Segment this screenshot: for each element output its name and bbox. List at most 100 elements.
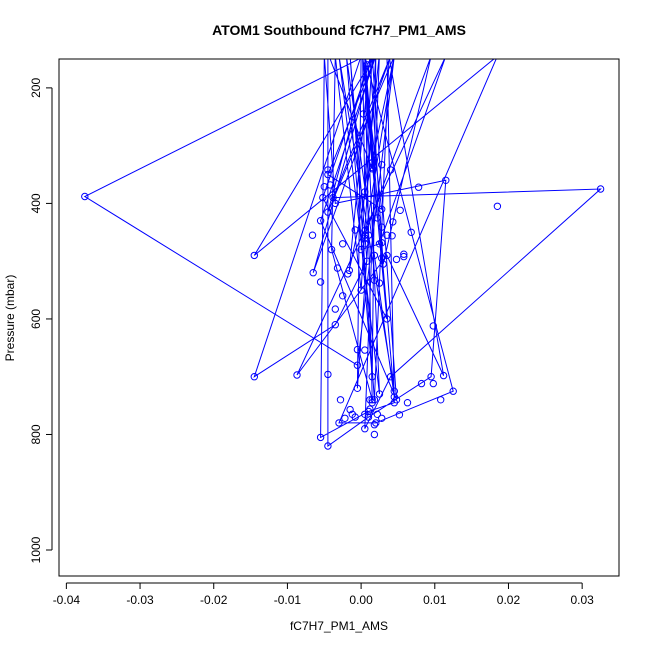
data-point xyxy=(361,188,369,196)
data-point xyxy=(378,161,386,169)
data-point xyxy=(368,163,376,172)
data-point xyxy=(346,405,354,414)
data-point xyxy=(370,251,379,260)
y-tick-label: 200 xyxy=(29,78,43,98)
y-tick-label: 400 xyxy=(29,193,43,213)
data-point xyxy=(335,419,343,427)
data-point xyxy=(339,292,347,300)
data-point xyxy=(366,405,374,413)
data-point xyxy=(361,425,369,433)
data-point xyxy=(339,240,347,248)
data-point xyxy=(403,399,412,407)
data-point xyxy=(345,266,353,275)
data-point xyxy=(361,410,369,418)
data-point xyxy=(331,305,339,313)
data-point xyxy=(316,278,325,286)
data-point xyxy=(370,421,379,429)
data-point xyxy=(308,231,317,239)
data-point xyxy=(324,442,332,450)
data-point xyxy=(293,371,301,379)
data-point xyxy=(378,254,386,262)
data-point xyxy=(361,240,369,248)
data-point xyxy=(400,250,408,258)
data-point xyxy=(386,166,395,174)
data-point xyxy=(378,239,386,247)
x-tick-label: 0.01 xyxy=(423,593,447,607)
data-point xyxy=(449,387,457,395)
data-point xyxy=(395,411,404,419)
data-point xyxy=(437,396,445,404)
data-point xyxy=(372,419,380,427)
data-point xyxy=(370,276,379,284)
y-axis-label: Pressure (mbar) xyxy=(3,275,17,362)
data-point xyxy=(493,202,502,211)
data-point xyxy=(359,110,367,118)
data-point xyxy=(417,379,426,388)
data-point xyxy=(341,414,349,422)
data-point xyxy=(324,370,332,379)
data-point xyxy=(429,379,437,388)
data-point xyxy=(351,413,359,421)
data-point xyxy=(324,166,332,174)
data-point xyxy=(414,183,423,191)
data-point xyxy=(373,214,381,222)
data-point xyxy=(378,223,386,231)
data-point xyxy=(429,322,437,330)
data-point xyxy=(439,371,448,380)
data-point xyxy=(324,170,332,179)
x-axis-label: fC7H7_PM1_AMS xyxy=(290,619,388,633)
data-point xyxy=(361,226,369,235)
data-point xyxy=(353,361,362,369)
data-point xyxy=(309,269,317,277)
data-point xyxy=(361,346,369,354)
data-point xyxy=(353,384,362,392)
data-point xyxy=(386,373,395,381)
x-tick-label: 0.03 xyxy=(570,593,594,607)
data-point xyxy=(368,396,376,404)
data-point xyxy=(363,257,371,265)
x-tick-label: -0.04 xyxy=(53,593,81,607)
data-point xyxy=(390,393,398,401)
data-point xyxy=(378,205,386,213)
data-point xyxy=(373,410,381,418)
data-point xyxy=(378,414,386,422)
data-point xyxy=(361,234,369,242)
data-point xyxy=(388,232,396,240)
plot-frame xyxy=(58,58,620,577)
x-tick-label: -0.01 xyxy=(274,593,302,607)
y-tick-label: 1000 xyxy=(29,536,43,563)
data-point xyxy=(320,183,328,191)
data-point xyxy=(81,192,89,201)
data-point xyxy=(250,251,259,260)
data-point xyxy=(316,217,325,225)
y-tick-label: 600 xyxy=(29,309,43,329)
data-point xyxy=(250,373,259,381)
data-point xyxy=(392,255,401,264)
data-point xyxy=(442,176,450,185)
data-point xyxy=(363,61,371,69)
data-point xyxy=(324,208,332,216)
data-point xyxy=(327,245,336,254)
data-point xyxy=(329,193,337,202)
data-point xyxy=(357,245,365,254)
data-point xyxy=(344,270,352,278)
data-point xyxy=(427,373,435,381)
data-point xyxy=(389,218,397,226)
data-point xyxy=(319,193,327,202)
x-tick-label: -0.02 xyxy=(200,593,228,607)
data-point xyxy=(357,286,365,294)
data-point xyxy=(396,206,404,215)
data-point xyxy=(370,430,379,439)
plot-area: -0.04 -0.03 -0.02 -0.01 0.00 0.01 0.02 0.03 200 4… xyxy=(29,58,620,607)
y-tick-label: 800 xyxy=(29,424,43,444)
x-tick-label: 0.02 xyxy=(497,593,521,607)
data-point xyxy=(383,231,391,239)
data-point xyxy=(390,387,398,395)
data-point xyxy=(383,315,391,323)
x-tick-label: 0.00 xyxy=(349,593,373,607)
data-point xyxy=(368,373,376,381)
data-point xyxy=(336,396,345,404)
data-point xyxy=(400,252,408,261)
